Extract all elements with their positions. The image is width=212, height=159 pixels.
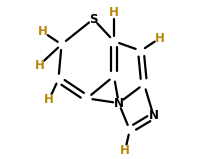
Text: H: H: [109, 6, 119, 19]
Text: H: H: [155, 32, 165, 45]
Text: H: H: [44, 93, 54, 106]
Text: S: S: [89, 13, 98, 26]
Text: H: H: [34, 59, 44, 72]
Text: N: N: [114, 97, 124, 110]
Text: N: N: [149, 109, 159, 122]
Text: H: H: [120, 144, 130, 157]
Text: H: H: [38, 25, 47, 38]
